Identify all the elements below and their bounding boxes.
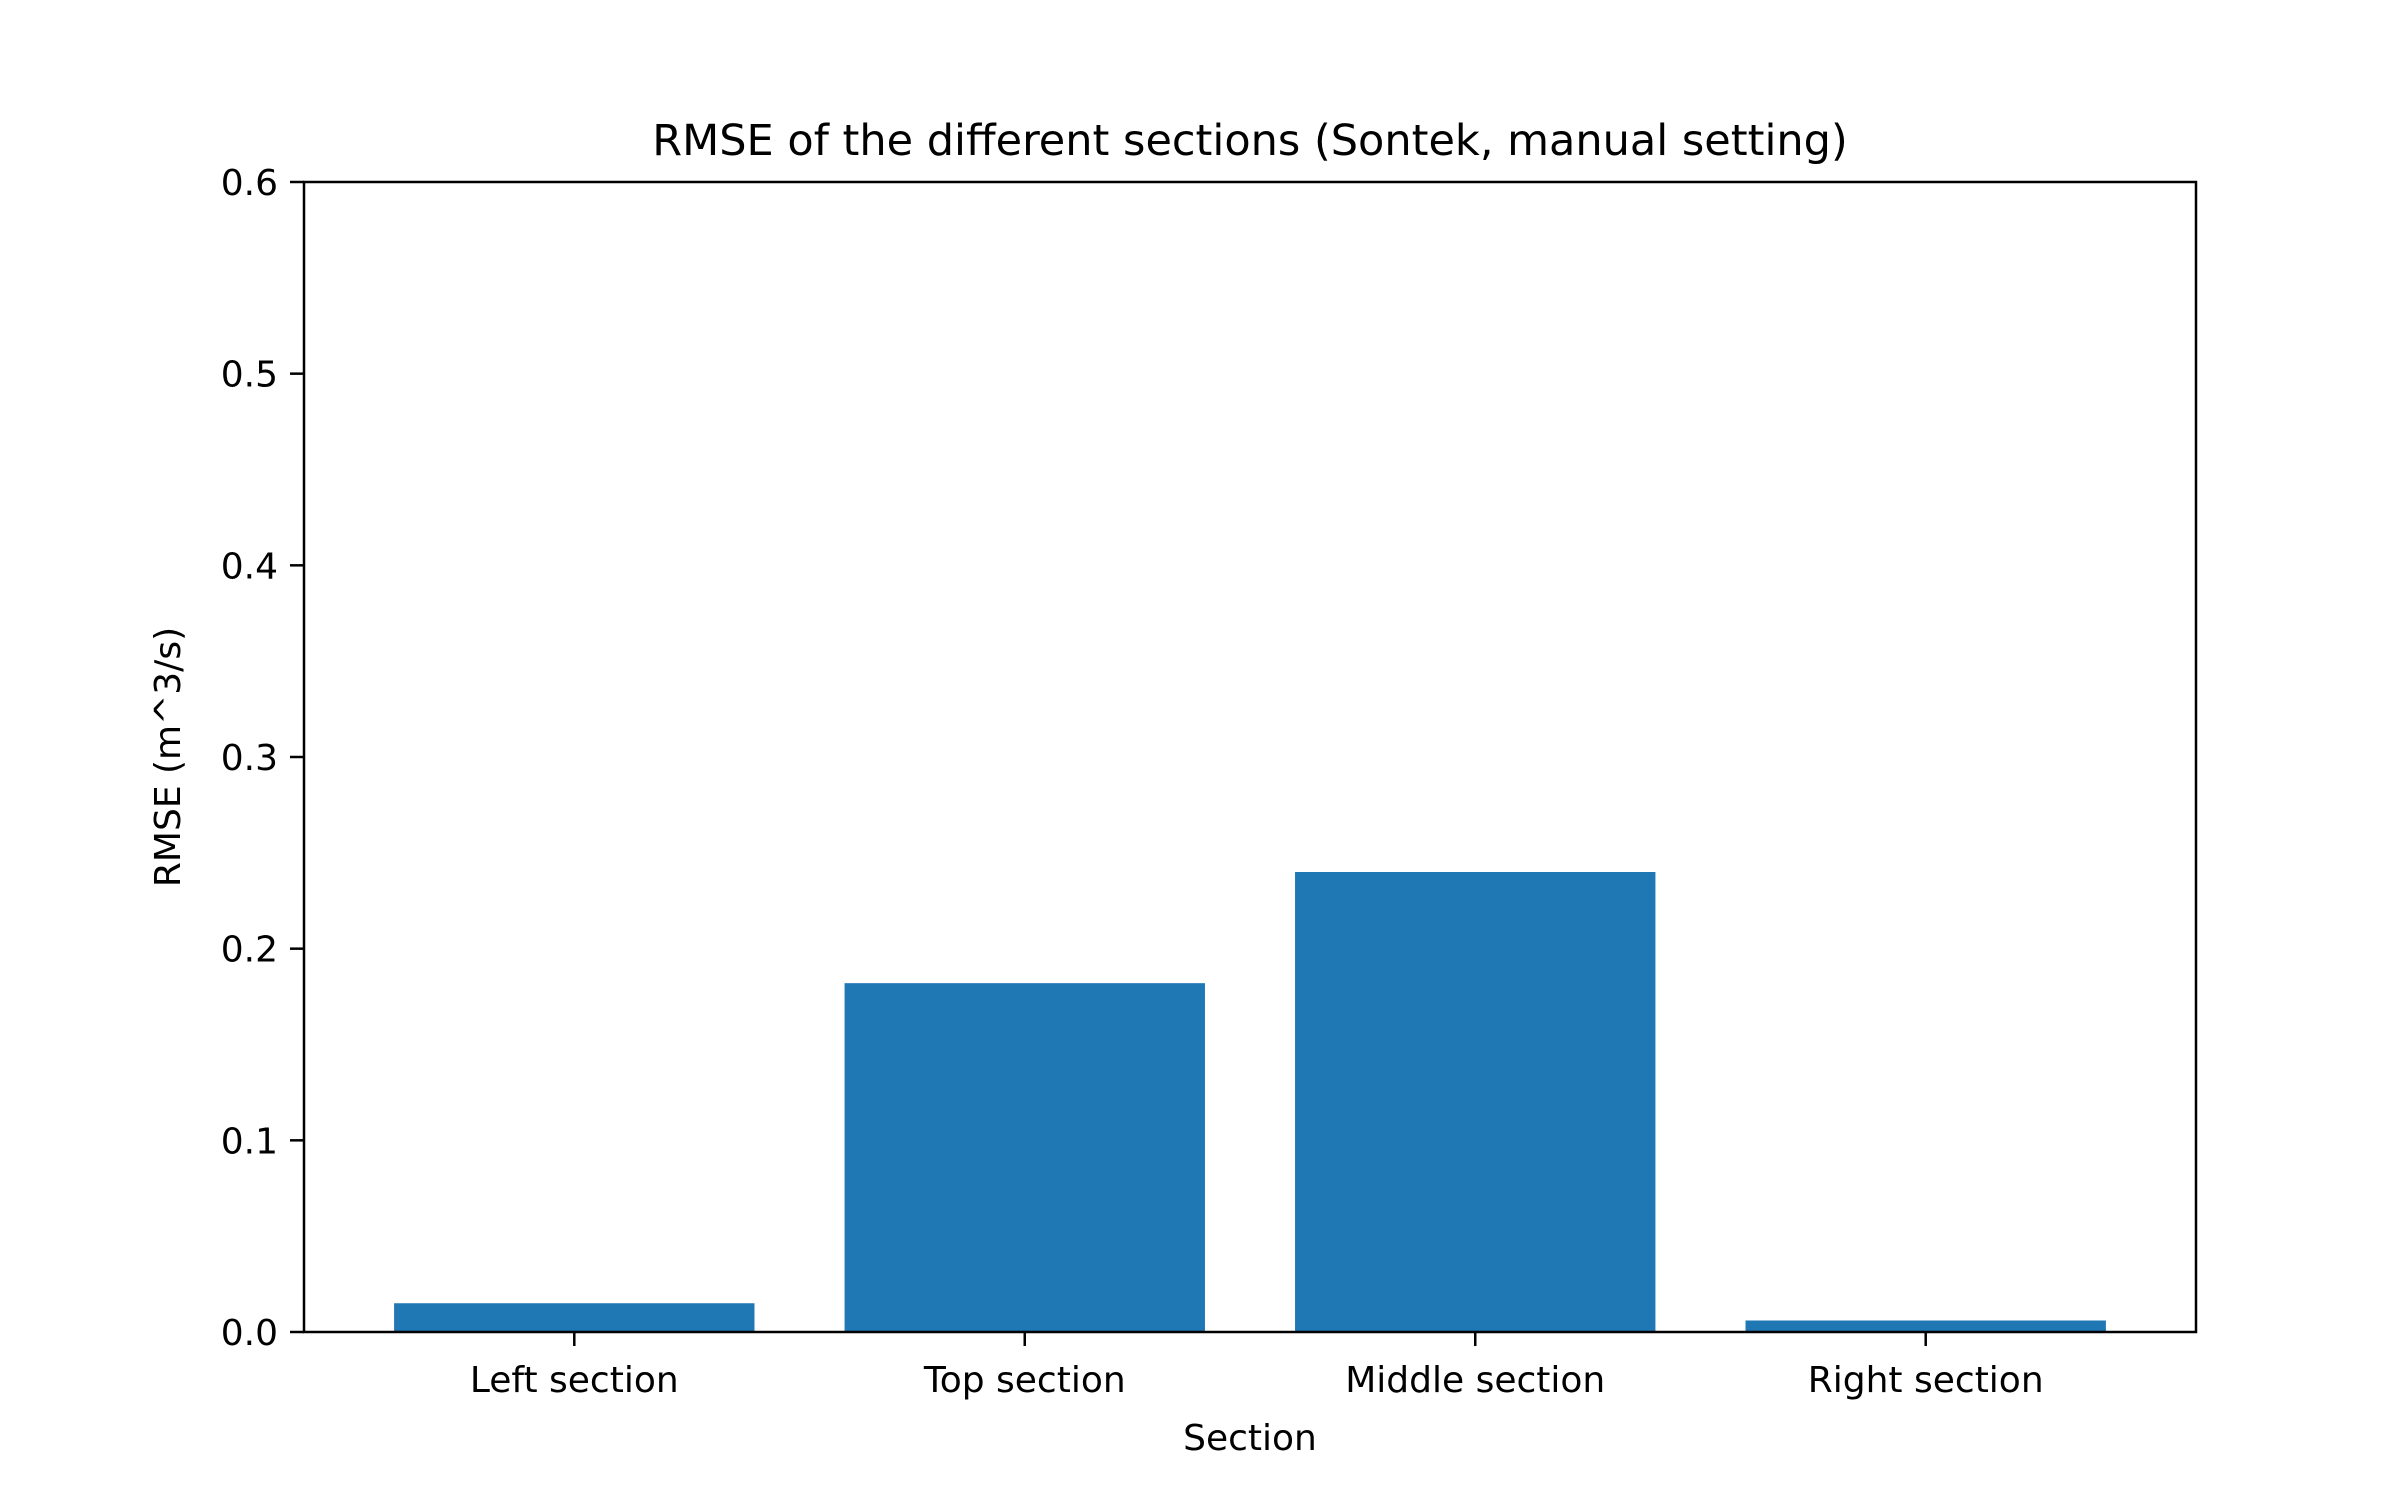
y-axis-label: RMSE (m^3/s) — [148, 627, 189, 887]
bars-group — [394, 872, 2106, 1332]
x-tick-label: Middle section — [1345, 1360, 1605, 1401]
y-tick-label: 0.1 — [221, 1121, 278, 1162]
y-tick-label: 0.3 — [221, 738, 278, 779]
bar-left-section — [394, 1303, 755, 1332]
y-tick-label: 0.2 — [221, 930, 278, 971]
x-tick-label: Left section — [470, 1360, 679, 1401]
y-tick-label: 0.5 — [221, 355, 278, 396]
bar-top-section — [844, 983, 1205, 1332]
x-axis-label: Section — [1183, 1418, 1317, 1459]
x-tick-label: Right section — [1808, 1360, 2044, 1401]
x-tick-label: Top section — [923, 1360, 1126, 1401]
y-tick-label: 0.6 — [221, 163, 278, 204]
bar-middle-section — [1295, 872, 1656, 1332]
y-tick-label: 0.4 — [221, 546, 278, 587]
x-axis-ticks: Left section Top section Middle section Rig… — [470, 1332, 2044, 1401]
y-tick-label: 0.0 — [221, 1313, 278, 1354]
y-axis-ticks: 0.0 0.1 0.2 0.3 0.4 0.5 0.6 — [221, 163, 304, 1354]
chart-title: RMSE of the different sections (Sontek, … — [652, 116, 1847, 166]
bar-right-section — [1745, 1320, 2106, 1332]
plot-frame — [302, 180, 2198, 1334]
